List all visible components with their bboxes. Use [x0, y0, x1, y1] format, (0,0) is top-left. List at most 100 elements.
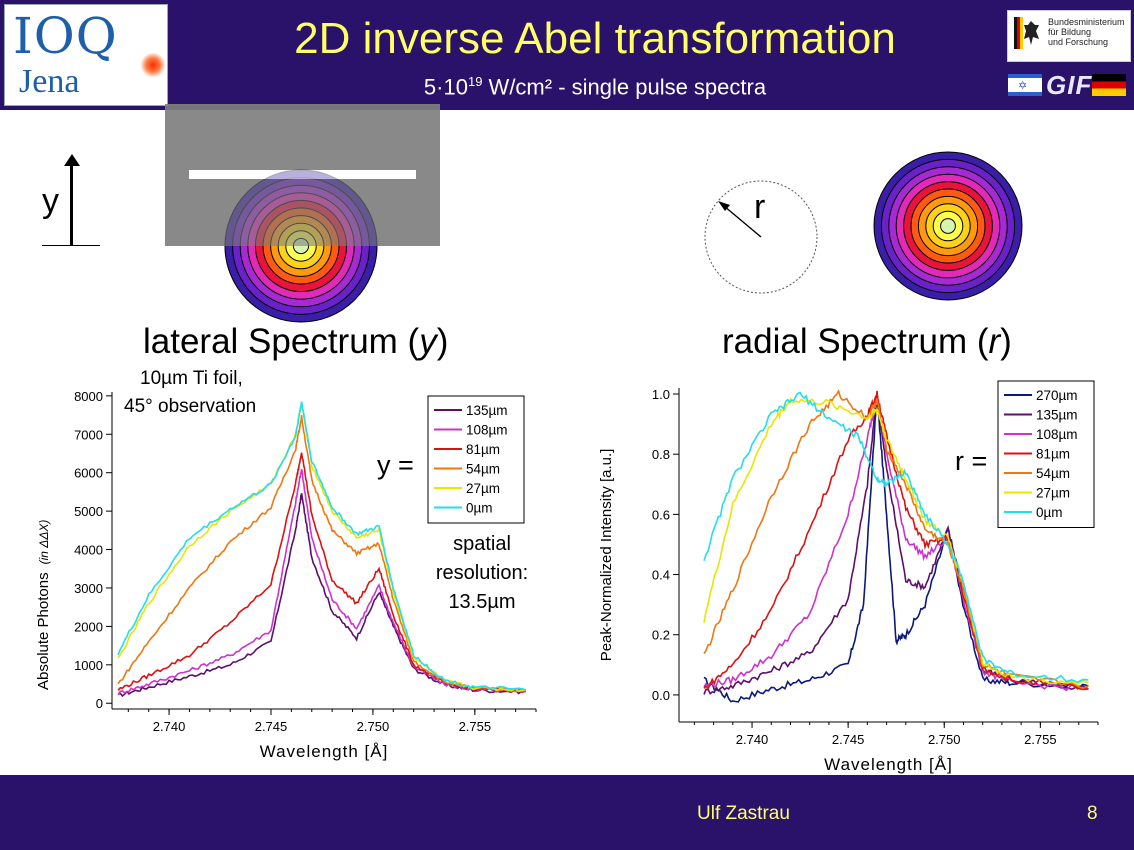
lateral-spectrum-chart: 2.740 2.745 2.750 2.755 0 1000 2000 3000 4000 500…: [35, 389, 537, 761]
legend-label: 108µm: [1036, 427, 1078, 442]
spatial-resolution-note: spatial resolution: 13.5µm: [422, 530, 542, 617]
legend-label: 0µm: [466, 501, 493, 516]
y-tick-label: 1.0: [652, 387, 670, 402]
y-tick-label: 2000: [74, 619, 103, 634]
y-tick-label: 4000: [74, 543, 103, 558]
bmbf-line-1: Bundesministerium: [1048, 17, 1125, 27]
header-bar: IOQ Jena 2D inverse Abel transformation …: [0, 0, 1134, 110]
y-axis-title: Peak-Normalized Intensity [a.u.]: [598, 449, 615, 662]
radial-rings-diagram: [873, 151, 1023, 301]
observation-note: 45° observation: [124, 396, 257, 417]
series-line-135µm: [117, 493, 526, 698]
y-tick-label: 3000: [74, 581, 103, 596]
y-tick-label: 5000: [74, 504, 103, 519]
resolution-line-1: spatial: [453, 533, 511, 555]
eagle-icon: [1014, 17, 1039, 49]
gif-logo-text: GIF: [1046, 70, 1093, 100]
y-tick-label: 6000: [74, 466, 103, 481]
legend: 270µm 135µm 108µm 81µm 54µm 27µm 0µm: [997, 380, 1095, 528]
subtitle-exponent: 19: [467, 74, 483, 89]
x-axis-title: Wavelength [Å]: [824, 755, 953, 774]
y-tick-label: 7000: [74, 427, 103, 442]
y-axis-title-unit: (in ΔΔX): [37, 520, 51, 565]
y-tick-label: 1000: [74, 658, 103, 673]
series-line-108µm: [117, 468, 527, 696]
bmbf-line-3: und Forschung: [1048, 37, 1109, 47]
radial-dotted-circle: [704, 180, 818, 294]
series-line-54µm: [117, 415, 526, 693]
ioq-jena-logo: IOQ Jena: [4, 4, 168, 106]
y-tick-label: 0.8: [652, 447, 670, 462]
radial-label-prefix: radial Spectrum (: [722, 322, 989, 361]
footer-bar: Ulf Zastrau 8: [0, 775, 1134, 850]
y-axis-title: Absolute Photons (in ΔΔX): [35, 520, 52, 690]
radius-arrow: [723, 205, 762, 238]
legend: 135µm 108µm 81µm 54µm 27µm 0µm: [427, 395, 525, 524]
legend-label: 81µm: [466, 442, 500, 457]
resolution-line-2: resolution:: [435, 562, 529, 584]
y-tick-label: 0.0: [652, 688, 670, 703]
x-tick-label: 2.755: [1024, 732, 1057, 747]
series-line-270µm: [703, 392, 1089, 703]
radial-spectrum-label: radial Spectrum (r): [722, 322, 1012, 362]
legend-label: 27µm: [1036, 486, 1070, 501]
resolution-line-3: 13.5µm: [448, 591, 516, 613]
legend-label: 81µm: [1036, 447, 1070, 462]
sample-note: 10µm Ti foil,: [140, 368, 243, 389]
x-tick-label: 2.740: [153, 719, 186, 734]
legend-label: 27µm: [466, 481, 500, 496]
lateral-label-prefix: lateral Spectrum (: [143, 322, 420, 361]
radial-label-var: r: [988, 322, 1001, 361]
x-tick-label: 2.740: [736, 732, 769, 747]
lateral-eq-label: y =: [377, 450, 414, 480]
subtitle-base: 5·10: [423, 74, 468, 100]
radial-label-suffix: ): [1000, 322, 1012, 361]
radius-arrowhead: [718, 201, 730, 211]
x-tick-label: 2.755: [459, 719, 492, 734]
israel-flag-icon: ✡: [1008, 74, 1042, 96]
series-line-0µm: [703, 391, 1089, 684]
x-tick-label: 2.750: [928, 732, 961, 747]
bmbf-logo: Bundesministerium für Bildung und Forsch…: [1007, 10, 1131, 62]
lateral-spectrum-label: lateral Spectrum (y): [143, 322, 448, 362]
y-tick-label: 0: [96, 696, 103, 711]
slide-subtitle: 5·1019 W/cm² - single pulse spectra: [180, 74, 1010, 100]
y-tick-label: 0.2: [652, 628, 670, 643]
bmbf-line-2: für Bildung: [1048, 27, 1092, 37]
legend-label: 270µm: [1036, 388, 1078, 403]
gif-logo: ✡ GIF: [1008, 70, 1126, 100]
radial-eq-label: r =: [955, 446, 988, 476]
slit-line: [189, 170, 416, 179]
laser-spot-icon: [141, 53, 165, 77]
ioq-logo-text: IOQ: [13, 7, 118, 65]
radial-circle-diagram: [704, 180, 818, 294]
legend-box: [427, 395, 525, 524]
y-tick-label: 0.6: [652, 507, 670, 522]
lateral-label-suffix: ): [436, 322, 449, 361]
radius-label: r: [754, 188, 766, 226]
y-axis-baseline: [42, 245, 100, 246]
x-axis-title: Wavelength [Å]: [260, 742, 389, 761]
lateral-label-var: y: [419, 322, 437, 361]
series-line-0µm: [117, 401, 527, 691]
y-axis-label: y: [42, 182, 59, 220]
y-tick-label: 8000: [74, 389, 103, 404]
footer-author: Ulf Zastrau: [697, 803, 790, 824]
bmbf-text: Bundesministerium für Bildung und Forsch…: [1048, 17, 1125, 47]
legend-label: 108µm: [466, 423, 508, 438]
germany-flag-icon: [1092, 74, 1126, 96]
jena-logo-text: Jena: [19, 63, 80, 100]
x-tick-label: 2.750: [357, 719, 390, 734]
x-tick-label: 2.745: [832, 732, 865, 747]
legend-label: 0µm: [1036, 505, 1063, 520]
ring-9: [940, 218, 956, 234]
legend-label: 54µm: [1036, 466, 1070, 481]
y-axis-line: [70, 160, 73, 246]
radial-spectrum-chart: 2.740 2.745 2.750 2.755 0.0 0.2 0.4 0.6 0.8 1.0 Wa…: [598, 380, 1099, 774]
page-number: 8: [1087, 803, 1098, 824]
x-tick-label: 2.745: [255, 719, 288, 734]
y-axis-title-main: Absolute Photons: [35, 572, 52, 690]
subtitle-rest: W/cm² - single pulse spectra: [482, 74, 767, 100]
legend-label: 54µm: [466, 462, 500, 477]
slide-title: 2D inverse Abel transformation: [294, 14, 896, 63]
